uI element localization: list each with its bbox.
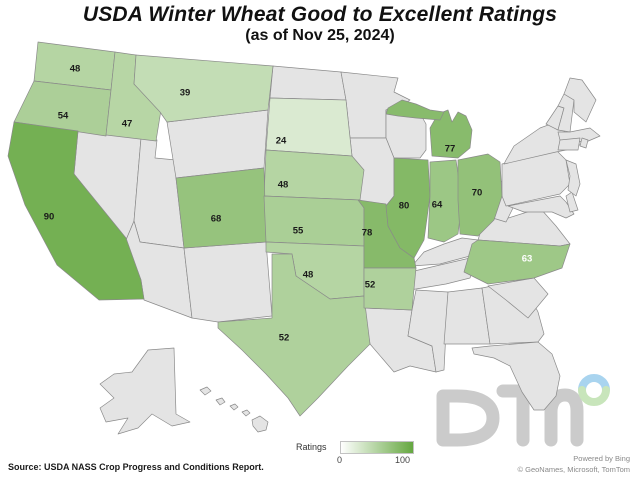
legend-min-label: 0 — [337, 455, 343, 465]
state-value-ca: 90 — [44, 212, 55, 223]
state-ak[interactable] — [99, 347, 191, 435]
state-value-tx: 52 — [279, 333, 290, 344]
state-nm[interactable] — [183, 241, 273, 323]
state-co[interactable] — [175, 167, 267, 249]
state-or[interactable] — [13, 80, 112, 137]
state-ks[interactable] — [263, 195, 365, 247]
state-hi[interactable] — [229, 403, 239, 411]
state-value-or: 54 — [58, 111, 69, 122]
state-value-ok: 48 — [303, 270, 314, 281]
attribution-line2: © GeoNames, Microsoft, TomTom — [517, 464, 631, 474]
attribution-line1: Powered by Bing — [573, 454, 630, 463]
state-ms[interactable] — [407, 289, 449, 373]
state-de[interactable] — [565, 191, 579, 213]
state-nc[interactable] — [463, 239, 571, 285]
state-value-co: 68 — [211, 214, 222, 225]
dtn-letter-n — [544, 388, 584, 447]
state-ct[interactable] — [557, 137, 581, 151]
state-value-labels: 48 54 47 39 90 24 48 68 55 48 52 78 52 80 64 70 77 63 — [44, 64, 533, 344]
legend-max-label: 100 — [395, 455, 411, 465]
legend-gradient-bar — [340, 441, 414, 454]
state-ca[interactable] — [7, 121, 145, 301]
state-hi[interactable] — [215, 397, 226, 406]
states-layer — [7, 41, 601, 435]
state-il[interactable] — [385, 157, 431, 259]
state-value-ks: 55 — [293, 226, 304, 237]
state-value-ar: 52 — [365, 280, 376, 291]
state-value-sd: 24 — [276, 136, 287, 147]
state-ne[interactable] — [263, 149, 365, 201]
state-ky[interactable] — [411, 237, 479, 267]
state-nj[interactable] — [565, 159, 581, 197]
state-tx[interactable] — [217, 253, 371, 417]
state-ar[interactable] — [363, 267, 417, 311]
state-value-id: 47 — [122, 119, 133, 130]
state-value-il: 80 — [399, 201, 410, 212]
source-note: Source: USDA NASS Crop Progress and Cond… — [8, 462, 264, 472]
legend: Ratings 0 100 — [296, 438, 436, 474]
state-me[interactable] — [563, 77, 597, 123]
state-value-in: 64 — [432, 200, 443, 211]
state-mi[interactable] — [385, 99, 445, 121]
dtn-letter-d — [436, 389, 500, 447]
page-title: USDA Winter Wheat Good to Excellent Rati… — [82, 3, 558, 26]
state-sd[interactable] — [265, 97, 353, 157]
dtn-ring-bottom — [578, 386, 610, 406]
state-mt[interactable] — [133, 54, 274, 123]
state-oh[interactable] — [457, 153, 503, 237]
state-value-mi: 77 — [445, 144, 456, 155]
legend-title: Ratings — [296, 442, 327, 452]
state-hi[interactable] — [241, 409, 251, 417]
state-fl[interactable] — [471, 341, 561, 411]
state-value-wa: 48 — [70, 64, 81, 75]
state-value-nc: 63 — [522, 254, 533, 265]
state-value-ne: 48 — [278, 180, 289, 191]
state-ri[interactable] — [579, 137, 589, 149]
state-value-mt: 39 — [180, 88, 191, 99]
state-in[interactable] — [427, 159, 463, 243]
state-value-oh: 70 — [472, 188, 483, 199]
state-value-mo: 78 — [362, 228, 373, 239]
page-subtitle: (as of Nov 25, 2024) — [245, 27, 395, 44]
state-hi[interactable] — [251, 415, 269, 433]
state-nd[interactable] — [269, 65, 347, 101]
state-md[interactable] — [507, 195, 575, 219]
dtn-ring-top — [578, 374, 610, 394]
state-hi[interactable] — [199, 386, 212, 396]
map-attribution: Powered by Bing © GeoNames, Microsoft, T… — [518, 454, 631, 475]
